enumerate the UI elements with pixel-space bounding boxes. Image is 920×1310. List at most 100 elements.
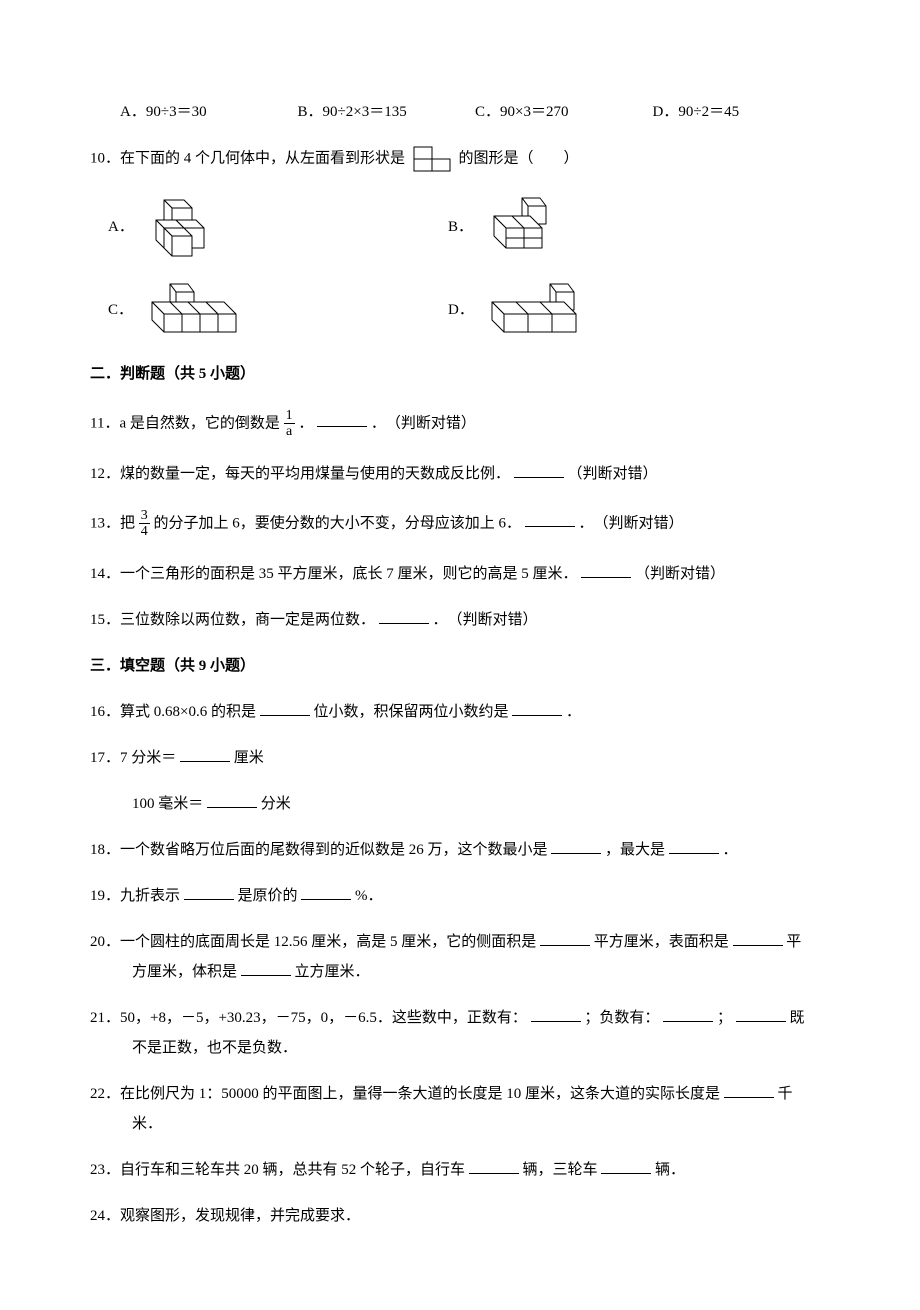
- q20-line1: 20．一个圆柱的底面周长是 12.56 厘米，高是 5 厘米，它的侧面积是 平方…: [90, 930, 830, 954]
- q17-blank-1[interactable]: [180, 746, 230, 762]
- q19: 19．九折表示 是原价的 %．: [90, 884, 830, 908]
- q23-blank-1[interactable]: [469, 1158, 519, 1174]
- q10-opt-b-figure: [484, 196, 558, 258]
- q13-text-b: 的分子加上 6，要使分数的大小不变，分母应该加上 6．: [154, 515, 522, 531]
- q12-text-b: （判断对错）: [568, 466, 658, 482]
- q13-text-a: 13．把: [90, 515, 135, 531]
- q10-opt-c: C．: [108, 282, 448, 338]
- q10-target-shape-icon: [413, 146, 451, 172]
- q18-blank-2[interactable]: [669, 838, 719, 854]
- q17-line2: 100 毫米＝ 分米: [90, 792, 830, 816]
- q10-opt-d-figure: [484, 282, 594, 338]
- q18-c: ．: [723, 842, 738, 858]
- q19-a: 19．九折表示: [90, 888, 180, 904]
- q12: 12．煤的数量一定，每天的平均用煤量与使用的天数成反比例． （判断对错）: [90, 462, 830, 486]
- q23-blank-2[interactable]: [601, 1158, 651, 1174]
- q21-a: 21．50，+8，－5，+30.23，－75，0，－6.5．这些数中，正数有：: [90, 1010, 527, 1026]
- q10-opt-b-label: B．: [448, 215, 478, 239]
- q10-opt-a-label: A．: [108, 215, 138, 239]
- q21-e: 不是正数，也不是负数．: [132, 1040, 297, 1056]
- q10-opt-b: B．: [448, 196, 788, 258]
- q10-opt-a-figure: [144, 196, 218, 258]
- q17-blank-2[interactable]: [207, 792, 257, 808]
- q12-text-a: 12．煤的数量一定，每天的平均用煤量与使用的天数成反比例．: [90, 466, 510, 482]
- q15-text-b: ． （判断对错）: [433, 612, 538, 628]
- q19-blank-1[interactable]: [184, 884, 234, 900]
- q17-c: 100 毫米＝: [132, 796, 203, 812]
- q23-a: 23．自行车和三轮车共 20 辆，总共有 52 个轮子，自行车: [90, 1162, 465, 1178]
- q22-line2: 米．: [90, 1112, 830, 1136]
- q18: 18．一个数省略万位后面的尾数得到的近似数是 26 万，这个数最小是 ，最大是 …: [90, 838, 830, 862]
- q13-frac-num: 3: [139, 508, 150, 524]
- q10-opt-d-label: D．: [448, 298, 478, 322]
- q17-b: 厘米: [234, 750, 264, 766]
- q22-blank[interactable]: [724, 1082, 774, 1098]
- q20-blank-3[interactable]: [241, 960, 291, 976]
- q9-opt-a: A．90÷3＝30: [120, 100, 298, 124]
- q14: 14．一个三角形的面积是 35 平方厘米，底长 7 厘米，则它的高是 5 厘米．…: [90, 562, 830, 586]
- q9-opt-d: D．90÷2＝45: [653, 100, 831, 124]
- q21-blank-1[interactable]: [531, 1006, 581, 1022]
- q22-b: 千: [778, 1086, 793, 1102]
- q16-c: ．: [566, 704, 581, 720]
- q10-options: A．: [108, 196, 830, 338]
- q11-frac-den: a: [284, 424, 295, 439]
- q9-opt-b: B．90÷2×3＝135: [298, 100, 476, 124]
- q11-frac-num: 1: [284, 408, 295, 424]
- q10-opt-c-label: C．: [108, 298, 138, 322]
- q10-stem: 10．在下面的 4 个几何体中，从左面看到形状是 的图形是（ ）: [90, 146, 830, 172]
- q15-blank[interactable]: [379, 608, 429, 624]
- q21-line2: 不是正数，也不是负数．: [90, 1036, 830, 1060]
- q17-a: 17．7 分米＝: [90, 750, 176, 766]
- q13-fraction: 3 4: [139, 508, 150, 540]
- q10-stem-b: 的图形是（ ）: [459, 150, 579, 166]
- q18-a: 18．一个数省略万位后面的尾数得到的近似数是 26 万，这个数最小是: [90, 842, 548, 858]
- q24-text: 24．观察图形，发现规律，并完成要求．: [90, 1208, 360, 1224]
- q10-opt-c-figure: [144, 282, 244, 338]
- q17-d: 分米: [261, 796, 291, 812]
- q21-line1: 21．50，+8，－5，+30.23，－75，0，－6.5．这些数中，正数有： …: [90, 1006, 830, 1030]
- q11-text-b: ．: [298, 415, 313, 431]
- q14-text-a: 14．一个三角形的面积是 35 平方厘米，底长 7 厘米，则它的高是 5 厘米．: [90, 566, 578, 582]
- q18-b: ，最大是: [605, 842, 665, 858]
- q23-c: 辆．: [655, 1162, 685, 1178]
- q16-blank-2[interactable]: [512, 700, 562, 716]
- q23: 23．自行车和三轮车共 20 辆，总共有 52 个轮子，自行车 辆，三轮车 辆．: [90, 1158, 830, 1182]
- q22-line1: 22．在比例尺为 1：50000 的平面图上，量得一条大道的长度是 10 厘米，…: [90, 1082, 830, 1106]
- q13-blank[interactable]: [525, 511, 575, 527]
- q19-blank-2[interactable]: [301, 884, 351, 900]
- q12-blank[interactable]: [514, 462, 564, 478]
- q23-b: 辆，三轮车: [523, 1162, 598, 1178]
- q20-blank-2[interactable]: [733, 930, 783, 946]
- q9-options: A．90÷3＝30 B．90÷2×3＝135 C．90×3＝270 D．90÷2…: [90, 100, 830, 124]
- q13-text-c: ． （判断对错）: [579, 515, 684, 531]
- q20-d: 方厘米，体积是: [132, 964, 237, 980]
- q10-opt-a: A．: [108, 196, 448, 258]
- q17-line1: 17．7 分米＝ 厘米: [90, 746, 830, 770]
- q16-b: 位小数，积保留两位小数约是: [313, 704, 508, 720]
- q11-blank[interactable]: [317, 411, 367, 427]
- q15: 15．三位数除以两位数，商一定是两位数． ． （判断对错）: [90, 608, 830, 632]
- q11-fraction: 1 a: [284, 408, 295, 440]
- section-3-heading: 三．填空题（共 9 小题）: [90, 654, 830, 678]
- q18-blank-1[interactable]: [551, 838, 601, 854]
- q20-blank-1[interactable]: [540, 930, 590, 946]
- q15-text-a: 15．三位数除以两位数，商一定是两位数．: [90, 612, 375, 628]
- q19-b: 是原价的: [238, 888, 298, 904]
- q20-a: 20．一个圆柱的底面周长是 12.56 厘米，高是 5 厘米，它的侧面积是: [90, 934, 536, 950]
- q21-blank-3[interactable]: [736, 1006, 786, 1022]
- q21-d: 既: [789, 1010, 804, 1026]
- q21-blank-2[interactable]: [663, 1006, 713, 1022]
- q14-blank[interactable]: [581, 562, 631, 578]
- q14-text-b: （判断对错）: [635, 566, 725, 582]
- q16-a: 16．算式 0.68×0.6 的积是: [90, 704, 256, 720]
- q16-blank-1[interactable]: [260, 700, 310, 716]
- section-2-heading: 二．判断题（共 5 小题）: [90, 362, 830, 386]
- q13-frac-den: 4: [139, 524, 150, 539]
- q11: 11．a 是自然数，它的倒数是 1 a ． ． （判断对错）: [90, 408, 830, 440]
- q9-opt-c: C．90×3＝270: [475, 100, 653, 124]
- q22-c: 米．: [132, 1116, 162, 1132]
- q16: 16．算式 0.68×0.6 的积是 位小数，积保留两位小数约是 ．: [90, 700, 830, 724]
- q21-b: ；负数有：: [584, 1010, 659, 1026]
- q20-line2: 方厘米，体积是 立方厘米．: [90, 960, 830, 984]
